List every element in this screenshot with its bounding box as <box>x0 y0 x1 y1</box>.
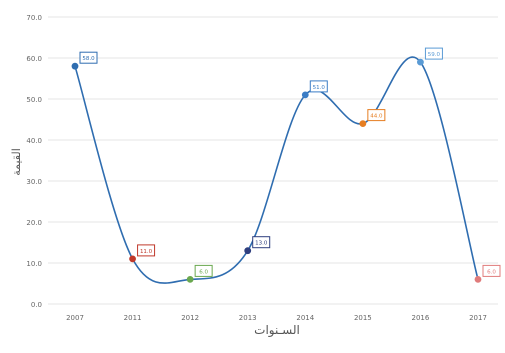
y-axis-label: القيمة <box>10 148 23 176</box>
data-labels: 58.0 11.0 6.0 13.0 51.0 44.0 59.0 6.0 <box>79 47 501 277</box>
data-point[interactable] <box>129 255 136 263</box>
x-tick-label: 2014 <box>296 314 314 322</box>
data-label: 59.0 <box>424 47 443 60</box>
data-label-text: 44.0 <box>370 114 383 120</box>
data-point[interactable] <box>186 276 194 283</box>
data-label-box <box>79 51 98 64</box>
data-label: 51.0 <box>309 80 328 93</box>
data-point[interactable] <box>417 58 424 66</box>
data-label: 6.0 <box>194 264 213 277</box>
y-tick-label: 70.0 <box>26 14 42 22</box>
data-label-text: 6.0 <box>199 269 208 275</box>
grid-lines <box>48 16 498 305</box>
y-tick-label: 10.0 <box>26 260 42 268</box>
data-label-text: 51.0 <box>313 85 326 91</box>
x-tick-label: 2016 <box>412 314 430 322</box>
data-label: 44.0 <box>367 109 386 122</box>
data-label-text: 59.0 <box>428 52 441 58</box>
x-tick-label: 2012 <box>181 314 199 322</box>
y-tick-label: 60.0 <box>26 55 42 63</box>
data-label: 6.0 <box>482 264 501 277</box>
data-label-box <box>252 236 271 249</box>
data-label-box <box>137 244 156 257</box>
data-label-text: 6.0 <box>487 269 496 275</box>
y-tick-label: 40.0 <box>26 137 42 145</box>
data-point[interactable] <box>474 276 482 283</box>
data-label: 13.0 <box>252 236 271 249</box>
y-tick-label: 0.0 <box>31 301 42 309</box>
x-tick-label: 2017 <box>469 314 487 322</box>
y-axis-ticks: 0.0 10.0 20.0 30.0 40.0 50.0 60.0 70.0 <box>26 14 42 309</box>
y-tick-label: 30.0 <box>26 178 42 186</box>
data-label-box <box>194 264 213 277</box>
data-point[interactable] <box>244 247 252 255</box>
data-point[interactable] <box>71 62 79 70</box>
x-axis-label: السـنوات <box>254 323 300 338</box>
data-label-text: 13.0 <box>255 241 268 247</box>
data-label-box <box>309 80 328 93</box>
data-label-box <box>367 109 386 122</box>
data-points <box>71 58 482 283</box>
data-point[interactable] <box>301 91 309 99</box>
x-tick-label: 2007 <box>66 314 84 322</box>
data-label: 58.0 <box>79 51 98 64</box>
x-tick-label: 2011 <box>124 314 142 322</box>
y-tick-label: 50.0 <box>26 96 42 104</box>
data-label-text: 11.0 <box>140 249 153 255</box>
y-tick-label: 20.0 <box>26 219 42 227</box>
data-label-text: 58.0 <box>82 56 95 62</box>
x-axis-ticks: 2007 2011 2012 2013 2014 2015 2016 2017 <box>66 314 487 322</box>
data-label: 11.0 <box>137 244 156 257</box>
x-tick-label: 2015 <box>354 314 372 322</box>
data-label-box <box>424 47 443 60</box>
data-point[interactable] <box>359 120 367 127</box>
data-label-box <box>482 264 501 277</box>
x-tick-label: 2013 <box>239 314 257 322</box>
series-line <box>74 56 479 284</box>
